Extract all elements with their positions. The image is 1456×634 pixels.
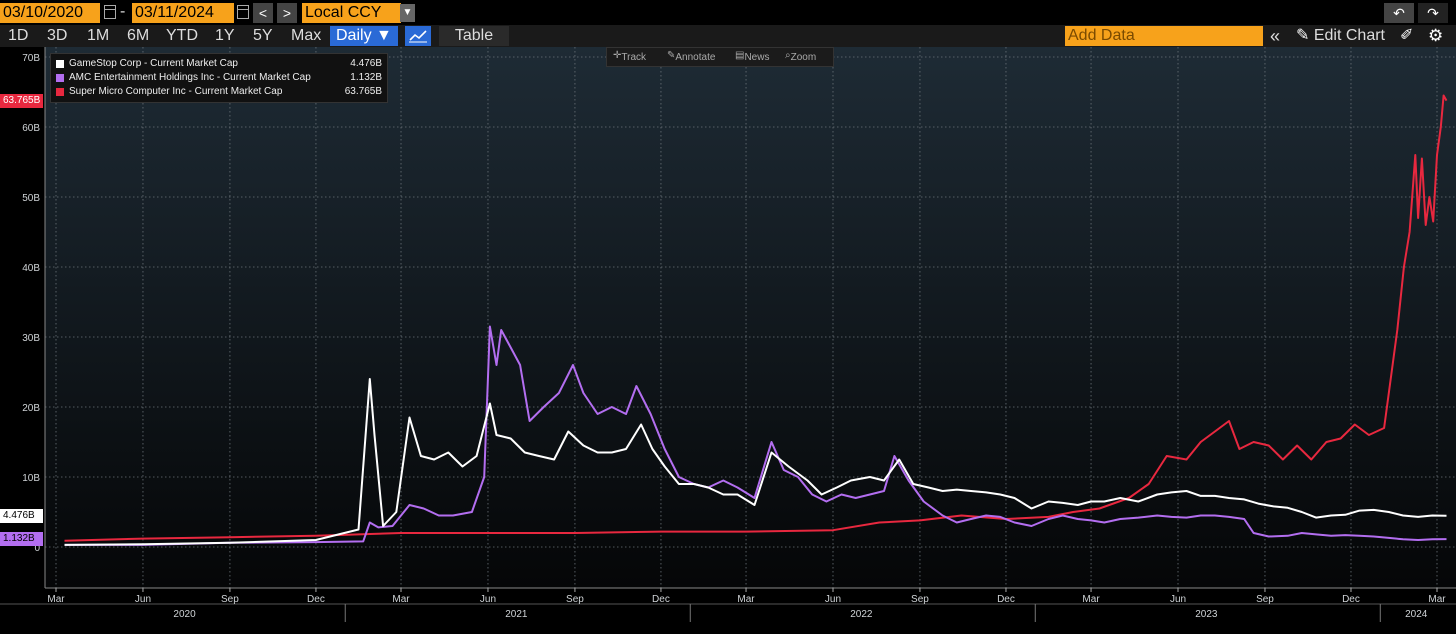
start-date-field[interactable]: 03/10/2020 (0, 3, 100, 23)
plot-background (45, 47, 1456, 588)
x-tick-label: Mar (737, 594, 755, 605)
collapse-button[interactable]: « (1270, 26, 1281, 46)
next-period-button[interactable]: > (277, 3, 297, 23)
prev-period-button[interactable]: < (253, 3, 273, 23)
y-tick-label: 10B (22, 473, 40, 484)
x-tick-label: Sep (1256, 594, 1274, 605)
news-label: News (744, 52, 770, 63)
legend-item-amc[interactable]: AMC Entertainment Holdings Inc - Current… (56, 71, 382, 85)
legend-name-smci: Super Micro Computer Inc - Current Marke… (69, 86, 283, 97)
line-chart-icon (409, 30, 427, 43)
calendar-icon[interactable] (104, 5, 116, 19)
x-tick-label: Mar (392, 594, 410, 605)
add-data-input[interactable]: Add Data (1065, 26, 1263, 46)
x-tick-label: Jun (135, 594, 151, 605)
track-label: Track (621, 52, 647, 63)
annotate-label: Annotate (675, 52, 716, 63)
frequency-select[interactable]: Daily ▼ (330, 26, 398, 46)
x-tick-label: Dec (307, 594, 325, 605)
pencil-icon: ✎ (1296, 27, 1310, 44)
chart-svg: 0 10B 20B 30B 40B 50B 60B 70B Mar Jun Sep Dec Mar Ju… (0, 47, 1456, 629)
top-toolbar: 03/10/2020 - 03/11/2024 < > Local CCY ▼ … (0, 0, 1456, 25)
y-tick-label: 70B (22, 53, 40, 64)
x-tick-label: Dec (997, 594, 1015, 605)
legend-value-gme: 4.476B (350, 58, 382, 69)
end-date-field[interactable]: 03/11/2024 (132, 3, 234, 23)
x-axis-band (0, 588, 1456, 629)
legend-item-gme[interactable]: GameStop Corp - Current Market Cap 4.476… (56, 57, 382, 71)
line-chart-type-button[interactable] (405, 26, 431, 46)
year-label: 2023 (1195, 609, 1218, 620)
date-separator: - (120, 3, 126, 20)
legend-value-amc: 1.132B (350, 72, 382, 83)
legend-value-smci: 63.765B (344, 86, 382, 97)
year-label: 2024 (1405, 609, 1428, 620)
y-tick-label: 50B (22, 193, 40, 204)
x-tick-label: Sep (221, 594, 239, 605)
legend: GameStop Corp - Current Market Cap 4.476… (50, 53, 388, 103)
x-tick-label: Mar (1428, 594, 1446, 605)
x-tick-label: Jun (480, 594, 496, 605)
x-tick-label: Jun (1170, 594, 1186, 605)
zoom-label: Zoom (790, 52, 817, 63)
legend-name-gme: GameStop Corp - Current Market Cap (69, 58, 238, 69)
period-3d[interactable]: 3D (47, 27, 68, 44)
legend-swatch-smci (56, 88, 64, 96)
period-1y[interactable]: 1Y (215, 27, 235, 44)
x-tick-label: Mar (47, 594, 65, 605)
edit-chart-label: Edit Chart (1313, 27, 1385, 44)
y-tick-label: 40B (22, 263, 40, 274)
y-tick-label: 30B (22, 333, 40, 344)
series-line-amc (64, 325, 1447, 546)
redo-button[interactable]: ↷ (1418, 3, 1448, 23)
currency-select[interactable]: Local CCY (302, 3, 401, 23)
track-tool[interactable]: ✛ Track (613, 50, 647, 63)
undo-button[interactable]: ↶ (1384, 3, 1414, 23)
period-max[interactable]: Max (291, 27, 322, 44)
x-tick-label: Dec (1342, 594, 1360, 605)
last-value-flag-gme: 4.476B (0, 508, 43, 523)
chart-tools: ✛ Track ✎ Annotate ▤ News ⌕ Zoom (606, 47, 834, 67)
table-view-button[interactable]: Table (439, 26, 509, 46)
y-tick-label: 0 (34, 543, 40, 554)
last-value-flag-smci: 63.765B (0, 93, 43, 108)
calendar-icon[interactable] (237, 5, 249, 19)
annotate-tool[interactable]: ✎ Annotate (667, 50, 716, 63)
edit-chart-button[interactable]: ✎ Edit Chart (1296, 26, 1385, 46)
year-label: 2021 (505, 609, 528, 620)
y-tick-label: 20B (22, 403, 40, 414)
year-label: 2020 (173, 609, 196, 620)
chart: 0 10B 20B 30B 40B 50B 60B 70B Mar Jun Sep Dec Mar Ju… (0, 47, 1456, 629)
x-tick-label: Sep (911, 594, 929, 605)
x-tick-label: Mar (1082, 594, 1100, 605)
period-1d[interactable]: 1D (8, 27, 29, 44)
legend-name-amc: AMC Entertainment Holdings Inc - Current… (69, 72, 311, 83)
legend-item-smci[interactable]: Super Micro Computer Inc - Current Marke… (56, 85, 382, 99)
x-tick-label: Sep (566, 594, 584, 605)
currency-dropdown-button[interactable]: ▼ (400, 4, 415, 22)
series-line-gme (64, 378, 1447, 546)
period-6m[interactable]: 6M (127, 27, 150, 44)
period-1m[interactable]: 1M (87, 27, 110, 44)
annotate-tool-icon[interactable]: ✐ (1400, 27, 1414, 44)
gear-icon[interactable]: ⚙ (1428, 26, 1444, 45)
legend-swatch-gme (56, 60, 64, 68)
x-tick-label: Jun (825, 594, 841, 605)
series-line-smci (64, 94, 1448, 542)
period-5y[interactable]: 5Y (253, 27, 273, 44)
x-tick-label: Dec (652, 594, 670, 605)
legend-swatch-amc (56, 74, 64, 82)
y-tick-label: 60B (22, 123, 40, 134)
last-value-flag-amc: 1.132B (0, 532, 43, 547)
zoom-tool[interactable]: ⌕ Zoom (785, 50, 817, 63)
news-tool[interactable]: ▤ News (735, 50, 770, 63)
year-label: 2022 (850, 609, 873, 620)
period-ytd[interactable]: YTD (166, 27, 198, 44)
